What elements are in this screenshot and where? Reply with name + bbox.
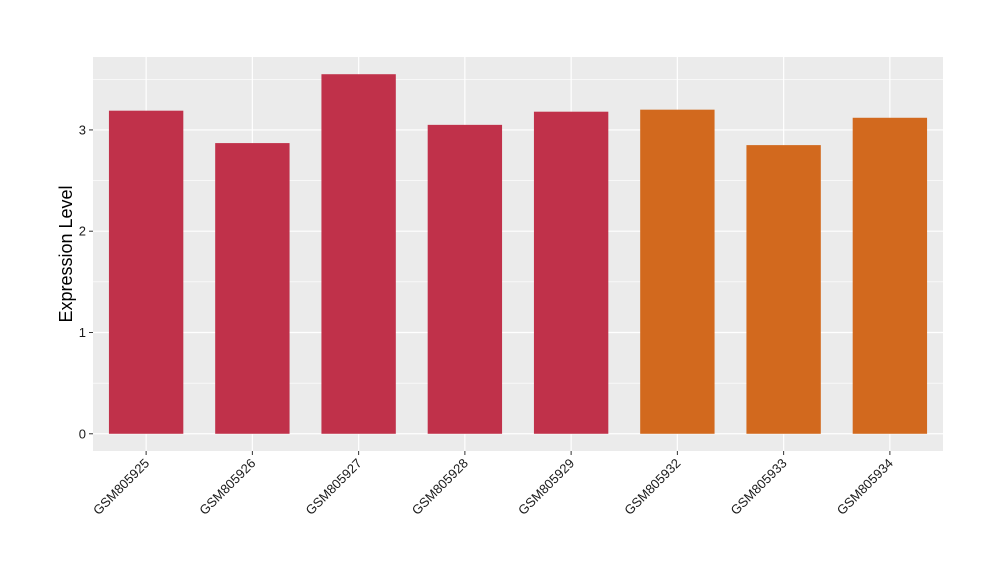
- bar: [321, 74, 396, 434]
- bar: [533, 111, 609, 434]
- x-tick-label: GSM805933: [728, 456, 790, 518]
- y-tick-label: 1: [79, 325, 86, 340]
- x-tick-label: GSM805925: [90, 456, 152, 518]
- bar: [640, 109, 715, 434]
- x-axis: GSM805925 GSM805926 GSM805927 GSM805928 GSM8…: [90, 451, 896, 518]
- x-tick-label: GSM805927: [303, 456, 365, 518]
- bar: [427, 124, 503, 434]
- x-tick-label: GSM805932: [621, 456, 683, 518]
- y-tick-label: 0: [79, 426, 86, 441]
- x-tick-label: GSM805929: [515, 456, 577, 518]
- x-tick-label: GSM805928: [409, 456, 471, 518]
- bar: [215, 143, 290, 434]
- bar: [852, 117, 928, 434]
- bar: [108, 110, 184, 434]
- y-tick-label: 3: [79, 122, 86, 137]
- bars: [108, 74, 928, 434]
- x-tick-label: GSM805934: [834, 456, 896, 518]
- y-tick-label: 2: [79, 224, 86, 239]
- y-axis: 0 1 2 3: [79, 122, 93, 441]
- bar: [746, 145, 821, 434]
- x-tick-label: GSM805926: [196, 456, 258, 518]
- y-axis-title: Expression Level: [56, 185, 76, 322]
